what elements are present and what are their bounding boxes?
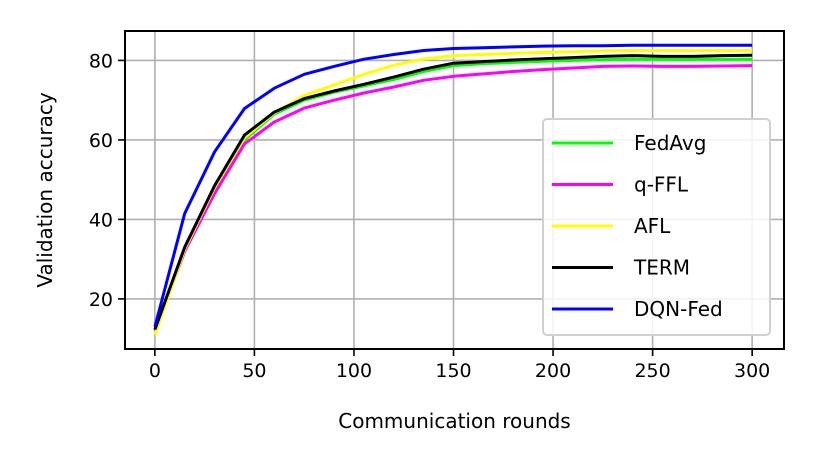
x-tick-label: 150 [435, 360, 471, 382]
x-tick-label: 200 [535, 360, 571, 382]
series-line-term [153, 53, 753, 331]
legend-label: FedAvg [634, 131, 706, 155]
x-tick-label: 250 [634, 360, 670, 382]
y-axis-label: Validation accuracy [33, 92, 57, 288]
x-axis-label: Communication rounds [338, 409, 570, 433]
x-tick-label: 100 [336, 360, 372, 382]
series-line-dqn-fed [153, 43, 753, 328]
plot-area-frame [124, 30, 785, 350]
series-line-q-ffl [153, 64, 753, 332]
legend-label: q-FFL [634, 173, 689, 197]
y-tick-label: 20 [89, 289, 113, 311]
x-tick-label: 0 [149, 360, 161, 382]
x-tick-label: 50 [242, 360, 266, 382]
series-line-afl [153, 49, 753, 336]
axis-ticks: 0 50 100 150 200 250 300 20 40 60 80 [89, 50, 770, 382]
series-lines [153, 43, 753, 336]
y-tick-label: 40 [89, 209, 113, 231]
legend-label: DQN-Fed [634, 297, 723, 321]
legend-label: TERM [633, 256, 690, 280]
legend-label: AFL [634, 214, 671, 238]
legend: FedAvg q-FFL AFL TERM DQN-Fed [542, 118, 771, 336]
legend-box [542, 118, 771, 336]
y-tick-label: 60 [89, 130, 113, 152]
y-tick-label: 80 [89, 50, 113, 72]
x-tick-label: 300 [734, 360, 770, 382]
